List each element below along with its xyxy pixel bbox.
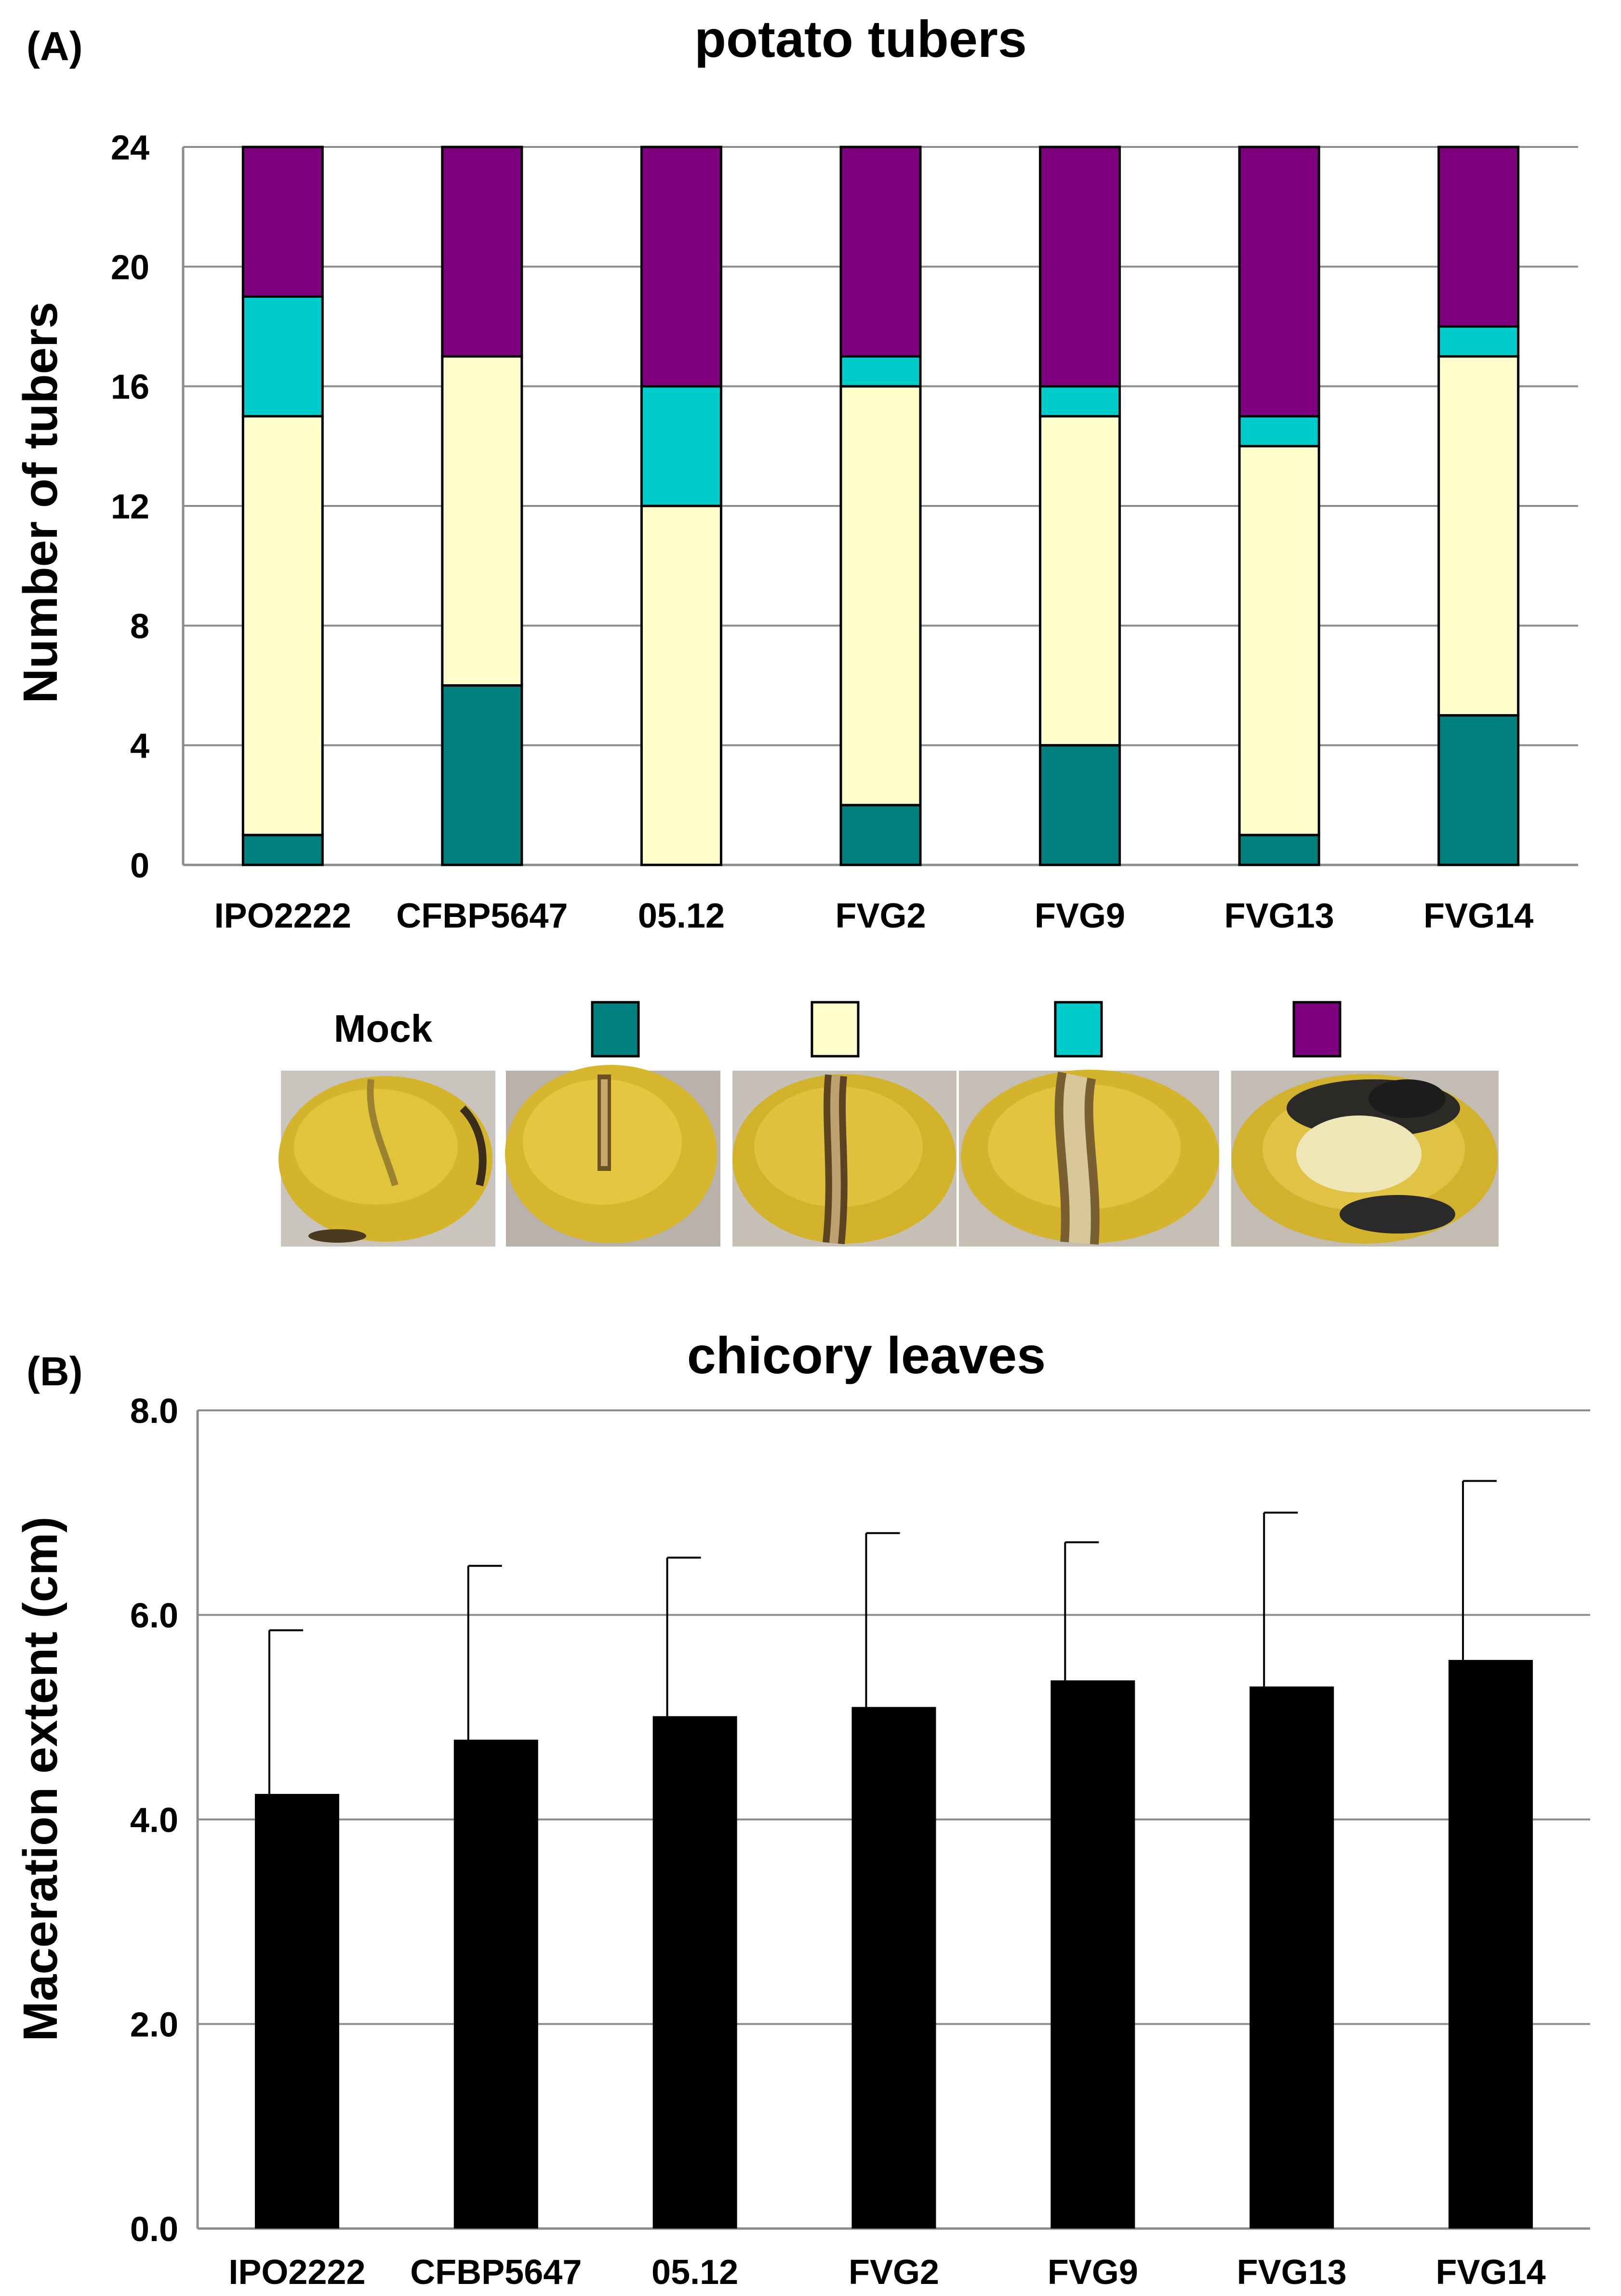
chart-b-x-tick-label: FVG14 — [1436, 2253, 1546, 2292]
chart-a-y-tick-label: 20 — [111, 248, 149, 287]
chart-a-y-ticks: 0 4 8 12 16 20 24 — [111, 129, 149, 885]
chart-b-x-tick-label: FVG9 — [1048, 2253, 1138, 2292]
chart-a-bar-segment — [241, 834, 324, 866]
chart-b-bar — [453, 1739, 538, 2229]
chart-b-y-tick-label: 2.0 — [130, 2006, 178, 2044]
chart-b-bar — [652, 1716, 737, 2229]
chart-a-bar-segment — [241, 146, 324, 298]
chart-b-x-tick-label: FVG13 — [1237, 2253, 1347, 2292]
legend-swatch — [1054, 1001, 1103, 1058]
panel-b: (B) chicory leaves 0.0 2.0 4.0 6.0 8.0 IPO22… — [13, 1326, 1590, 2292]
chart-a-bar-segment — [839, 385, 922, 807]
chart-b-bar — [851, 1707, 936, 2229]
tuber-photos — [279, 1065, 1499, 1247]
chart-a-title: potato tubers — [694, 10, 1027, 68]
chart-b-bars — [254, 1659, 1533, 2229]
chart-b-bar — [1050, 1680, 1135, 2229]
chart-a-bar-segment — [1238, 834, 1320, 866]
chart-b-x-ticks: IPO2222 CFBP5647 05.12 FVG2 FVG9 FVG13 FVG14 — [228, 2253, 1545, 2292]
chart-b-y-tick-label: 0.0 — [130, 2210, 178, 2249]
tuber-photo-4 — [959, 1070, 1219, 1247]
chart-a-bar-segment — [241, 295, 324, 418]
panel-b-label: (B) — [27, 1349, 83, 1394]
chart-b-x-tick-label: 05.12 — [651, 2253, 738, 2292]
chart-a-legend: Mock — [334, 1001, 1342, 1058]
chart-a-y-tick-label: 24 — [111, 129, 149, 167]
chart-a-bar-segment — [640, 146, 722, 388]
legend-swatch — [810, 1001, 860, 1058]
tuber-photo-5 — [1231, 1071, 1499, 1247]
chart-a-x-tick-label: FVG9 — [1035, 897, 1125, 935]
chart-a-bar-segment — [1238, 146, 1320, 418]
chart-a-bar-segment — [1039, 415, 1121, 747]
legend-swatch — [591, 1001, 640, 1058]
chart-a-bar-segment — [1437, 325, 1520, 358]
chart-a-bar-segment — [640, 504, 722, 866]
panel-a-label: (A) — [27, 24, 83, 69]
chart-a-y-axis-title: Number of tubers — [13, 302, 67, 703]
chart-b-x-tick-label: FVG2 — [849, 2253, 939, 2292]
chart-a-bar-segment — [1437, 355, 1520, 717]
chart-a-bar-segment — [839, 355, 922, 388]
chart-a-bar-segment — [241, 415, 324, 836]
chart-b-bar — [1249, 1686, 1334, 2229]
chart-b-title: chicory leaves — [687, 1326, 1046, 1384]
chart-b-x-tick-label: IPO2222 — [228, 2253, 365, 2292]
chart-a-x-tick-label: FVG14 — [1423, 897, 1533, 935]
chart-a-x-tick-label: FVG13 — [1224, 897, 1334, 935]
chart-b-y-axis-title: Maceration extent (cm) — [13, 1516, 67, 2041]
chart-b-y-tick-label: 4.0 — [130, 1801, 178, 1840]
chart-a-x-tick-label: FVG2 — [835, 897, 926, 935]
chart-a-y-tick-label: 8 — [130, 607, 149, 646]
chart-b-error-bars — [268, 1480, 1497, 1794]
chart-a-bar-segment — [441, 146, 523, 358]
chart-a-bar-segment — [1039, 744, 1121, 866]
chart-a-y-tick-label: 0 — [130, 847, 149, 885]
chart-a-x-tick-label: IPO2222 — [214, 897, 351, 935]
chart-a-bar-segment — [1437, 714, 1520, 866]
chart-b-bar — [254, 1793, 339, 2229]
chart-a-bars — [241, 146, 1520, 866]
tuber-photo-2 — [505, 1065, 720, 1247]
chart-a-bar-segment — [441, 684, 523, 866]
chart-a-x-ticks: IPO2222 CFBP5647 05.12 FVG2 FVG9 FVG13 FVG14 — [214, 897, 1534, 935]
chart-a-x-tick-label: CFBP5647 — [396, 897, 568, 935]
chart-a-bar-segment — [1039, 385, 1121, 418]
tuber-photo-3 — [732, 1071, 957, 1247]
chart-a-bar-segment — [1238, 415, 1320, 448]
chart-b-y-ticks: 0.0 2.0 4.0 6.0 8.0 — [130, 1392, 178, 2249]
tuber-photo-1 — [279, 1071, 495, 1247]
chart-a-y-tick-label: 12 — [111, 488, 149, 526]
chart-a-bar-segment — [1238, 445, 1320, 836]
chart-b-y-tick-label: 6.0 — [130, 1597, 178, 1635]
legend-swatch — [1292, 1001, 1342, 1058]
chart-a-bar-segment — [640, 385, 722, 507]
legend-mock-label: Mock — [334, 1007, 433, 1050]
chart-b-y-tick-label: 8.0 — [130, 1392, 178, 1431]
chart-b-bar — [1448, 1659, 1533, 2229]
chart-b-x-tick-label: CFBP5647 — [410, 2253, 582, 2292]
panel-a: (A) potato tubers 0 4 8 12 16 20 24 IPO2222 CFB… — [13, 10, 1578, 1247]
chart-a-bar-segment — [441, 355, 523, 687]
chart-a-bar-segment — [1437, 146, 1520, 328]
chart-a-y-tick-label: 4 — [130, 727, 149, 766]
chart-a-x-tick-label: 05.12 — [638, 897, 725, 935]
chart-a-bar-segment — [839, 804, 922, 866]
chart-a-y-tick-label: 16 — [111, 368, 149, 407]
chart-a-bar-segment — [839, 146, 922, 358]
chart-a-bar-segment — [1039, 146, 1121, 388]
